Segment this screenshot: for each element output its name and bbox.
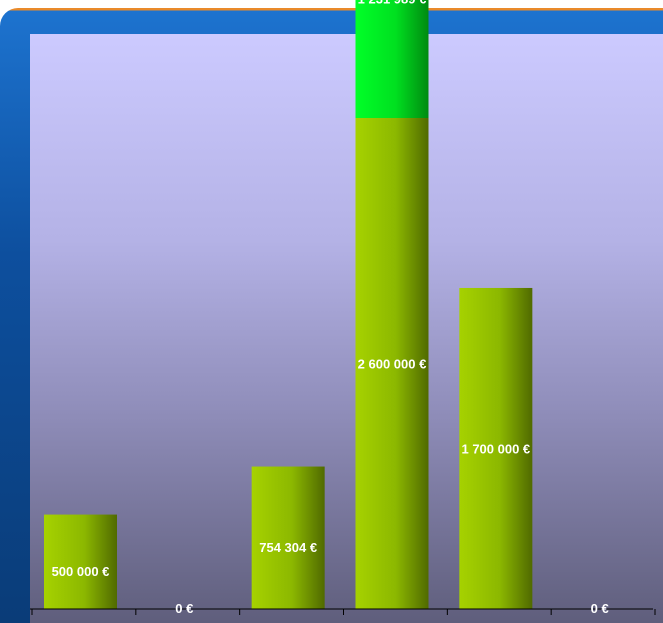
labels-group: 500 000 €0 €754 304 €2 600 000 €Plan de …	[52, 0, 609, 616]
bar-base-4	[355, 118, 429, 609]
x-axis	[30, 608, 656, 615]
plot-area	[30, 34, 663, 623]
bar-base-5	[459, 287, 533, 609]
data-label-base-1: 500 000 €	[52, 564, 110, 579]
data-label-base-4: 2 600 000 €	[358, 357, 427, 372]
data-label-top-4: 1 231 989 €	[358, 0, 427, 7]
data-label-base-2: 0 €	[175, 601, 193, 616]
bars-group	[44, 0, 533, 609]
bar-base-1	[44, 514, 117, 609]
data-label-base-3: 754 304 €	[259, 540, 317, 555]
bar-base-3	[251, 466, 325, 609]
data-label-base-6: 0 €	[591, 601, 609, 616]
bar-top-4	[355, 0, 429, 118]
data-label-base-5: 1 700 000 €	[461, 441, 530, 456]
